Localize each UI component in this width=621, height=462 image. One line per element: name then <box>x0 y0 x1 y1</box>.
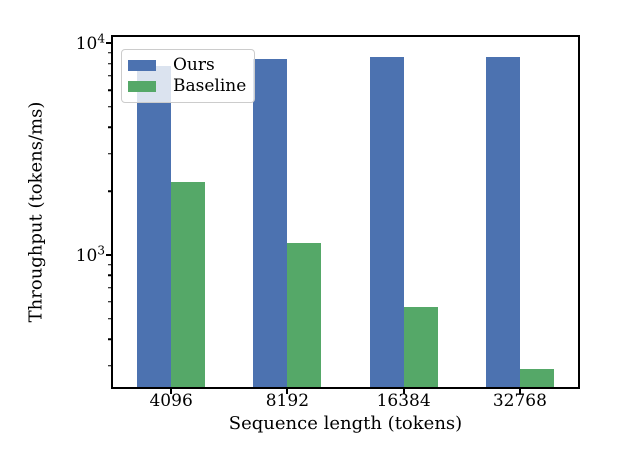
x-tick <box>402 389 405 394</box>
y-minor-tick <box>108 317 111 320</box>
y-minor-tick <box>108 190 111 192</box>
bar-baseline-4096 <box>171 182 206 387</box>
y-tick-label: 104 <box>75 31 105 54</box>
x-tick-label: 8192 <box>265 391 310 411</box>
x-tick <box>518 389 521 394</box>
y-minor-tick <box>108 51 111 54</box>
y-major-tick <box>106 42 111 45</box>
y-major-tick <box>106 253 111 256</box>
y-minor-tick <box>108 62 111 65</box>
y-tick-label: 103 <box>75 243 105 266</box>
y-minor-tick <box>108 126 111 129</box>
bar-baseline-32768 <box>519 368 554 387</box>
legend-label-ours: Ours <box>173 55 215 75</box>
y-minor-tick <box>108 89 111 91</box>
x-tick-label: 4096 <box>149 391 193 411</box>
y-axis-title: Throughput (tokens/ms) <box>25 101 47 323</box>
bar-baseline-8192 <box>287 242 322 387</box>
bar-ours-8192 <box>253 59 288 387</box>
x-tick <box>286 389 289 394</box>
y-minor-tick <box>108 286 111 289</box>
x-tick <box>170 389 173 394</box>
plot-area: 4096 8192 16384 32768 103 104 <box>76 32 580 410</box>
y-minor-tick <box>108 106 111 108</box>
x-tick-label: 16384 <box>376 391 431 411</box>
legend-swatch-baseline <box>128 81 156 92</box>
y-minor-tick <box>108 338 111 340</box>
y-minor-tick <box>108 75 111 77</box>
legend-label-baseline: Baseline <box>173 76 247 96</box>
bar-ours-32768 <box>485 56 520 387</box>
y-minor-tick <box>108 364 111 367</box>
legend-swatch-ours <box>128 60 156 71</box>
legend-entry-baseline: Baseline <box>128 78 246 95</box>
y-minor-tick <box>108 274 111 277</box>
bar-ours-4096 <box>137 65 172 387</box>
bar-ours-16384 <box>369 56 404 387</box>
legend: Ours Baseline <box>121 49 255 103</box>
x-tick-label: 32768 <box>492 391 547 411</box>
x-axis-title: Sequence length (tokens) <box>228 413 463 434</box>
y-minor-tick <box>108 153 111 155</box>
bar-baseline-16384 <box>403 306 438 387</box>
legend-entry-ours: Ours <box>128 57 246 74</box>
y-minor-tick <box>108 301 111 303</box>
y-minor-tick <box>108 263 111 266</box>
